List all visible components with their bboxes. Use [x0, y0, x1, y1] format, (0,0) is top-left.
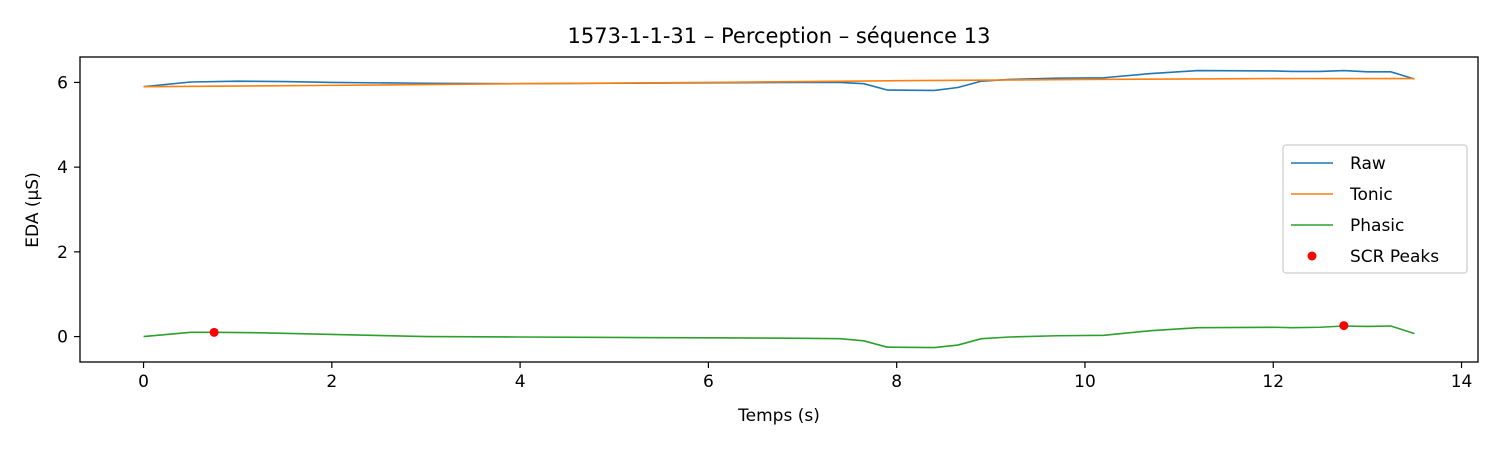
scr-peaks-point — [209, 327, 219, 337]
y-tick-label: 4 — [57, 158, 68, 178]
x-tick-label: 4 — [515, 372, 526, 392]
y-tick-label: 6 — [57, 73, 68, 93]
x-tick-label: 8 — [891, 372, 902, 392]
chart-title: 1573-1-1-31 – Perception – séquence 13 — [568, 24, 991, 48]
x-tick-label: 10 — [1074, 372, 1096, 392]
legend-label-scr-peaks: SCR Peaks — [1350, 247, 1439, 267]
y-tick-label: 0 — [57, 328, 68, 348]
scr-peaks-point — [1339, 321, 1349, 331]
tonic-series-line — [143, 77, 1415, 88]
legend-frame — [1282, 144, 1468, 274]
y-axis: 0 2 4 6 — [57, 73, 80, 348]
raw-series-line — [143, 69, 1415, 92]
legend-swatch-scr-peaks — [1307, 251, 1317, 261]
plot-frame — [79, 56, 1479, 363]
legend-label-raw: Raw — [1350, 154, 1386, 174]
legend: Raw Tonic Phasic SCR Peaks — [1282, 144, 1468, 274]
legend-label-phasic: Phasic — [1350, 216, 1404, 236]
x-tick-label: 6 — [703, 372, 714, 392]
legend-label-tonic: Tonic — [1349, 185, 1393, 205]
phasic-series-line — [143, 325, 1415, 349]
x-tick-label: 0 — [138, 372, 149, 392]
x-tick-label: 2 — [326, 372, 337, 392]
x-axis: 0 2 4 6 8 10 12 14 — [138, 362, 1472, 392]
x-axis-label: Temps (s) — [737, 406, 820, 426]
y-axis-label: EDA (µS) — [23, 172, 43, 247]
x-tick-label: 14 — [1451, 372, 1473, 392]
plot-area — [143, 69, 1415, 349]
y-tick-label: 2 — [57, 243, 68, 263]
x-tick-label: 12 — [1262, 372, 1284, 392]
